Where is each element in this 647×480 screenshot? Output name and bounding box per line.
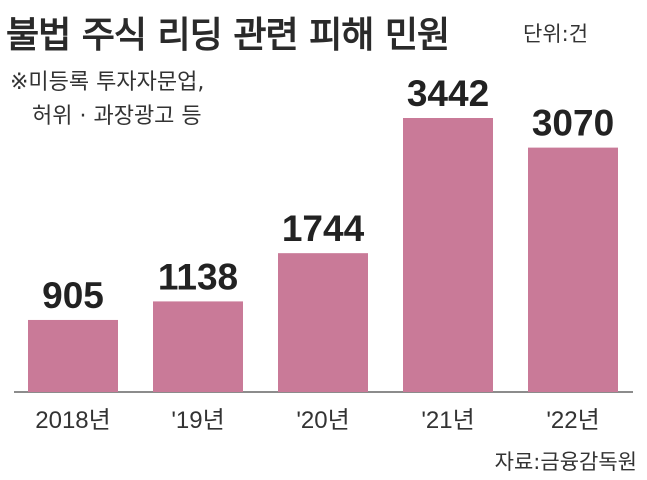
- bar-4: [528, 147, 618, 392]
- chart-title: 불법 주식 리딩 관련 피해 민원: [6, 15, 450, 56]
- value-label-2: 1744: [282, 208, 365, 249]
- x-tick-label-0: 2018년: [35, 407, 110, 434]
- source-label: 자료:금융감독원: [494, 450, 637, 474]
- value-label-0: 905: [42, 275, 104, 316]
- value-label-1: 1138: [158, 256, 238, 297]
- bar-0: [28, 319, 118, 392]
- note-line-2: 허위 · 과장광고 등: [32, 104, 202, 129]
- x-tick-label-4: '22년: [546, 407, 599, 434]
- unit-label: 단위:건: [523, 22, 589, 46]
- value-label-4: 3070: [532, 103, 614, 144]
- x-tick-label-3: '21년: [421, 407, 474, 434]
- x-tick-label-2: '20년: [296, 407, 349, 434]
- bar-3: [403, 118, 493, 392]
- note-line-1: ※미등록 투자자문업,: [10, 70, 205, 95]
- value-label-3: 3442: [407, 73, 489, 114]
- bar-1: [153, 301, 243, 392]
- chart-note: ※미등록 투자자문업, 허위 · 과장광고 등: [10, 66, 204, 134]
- bar-2: [278, 253, 368, 392]
- x-tick-label-1: '19년: [171, 407, 224, 434]
